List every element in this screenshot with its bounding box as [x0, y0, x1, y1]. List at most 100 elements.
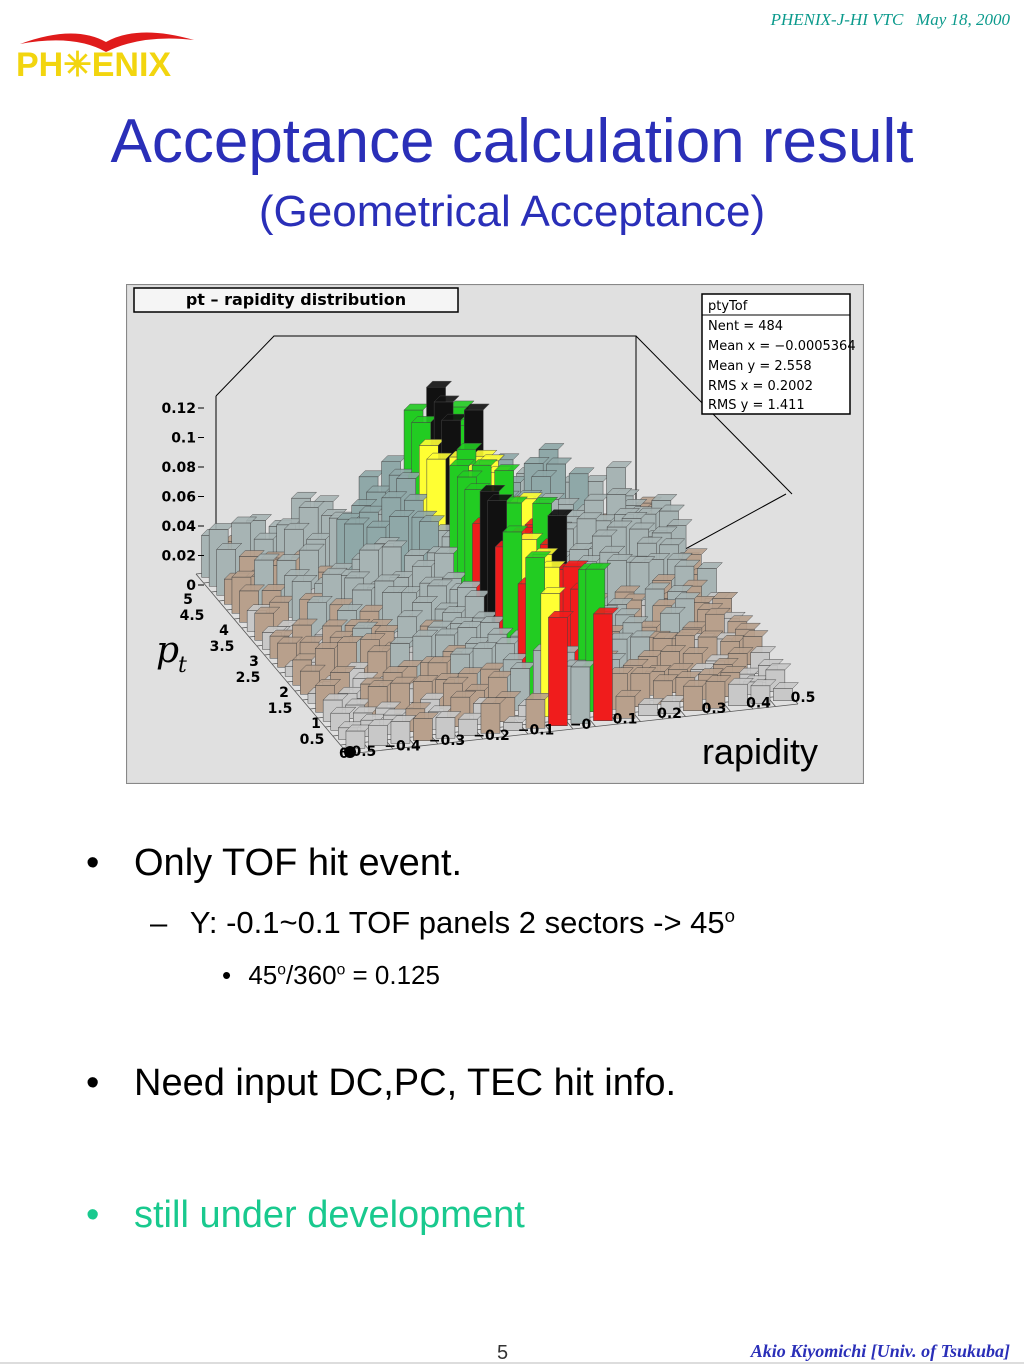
lego-bar-top [682, 647, 709, 654]
lego-bar-top [651, 526, 678, 534]
lego-bar-top [479, 485, 506, 492]
lego-bar-top [622, 616, 649, 624]
z-tick-label: 0.04 [161, 519, 196, 535]
lego-bar-top [705, 675, 732, 682]
pt-tick-label: 1.5 [268, 701, 293, 717]
lego-bar-top [487, 494, 514, 501]
bullet-dot: • [86, 1194, 100, 1236]
lego-bar-top [404, 549, 431, 556]
lego-bar-top [659, 538, 686, 546]
lego-bar-top [576, 512, 603, 520]
lego-bar-top [667, 585, 694, 592]
lego-bar-top [697, 630, 724, 638]
dash-marker: – [150, 905, 168, 941]
lego-bar-top [568, 467, 595, 475]
bullet-dot: • [86, 842, 100, 884]
lego-bar-top [525, 551, 552, 558]
lego-bar-top [442, 676, 469, 684]
lego-bar-top [449, 459, 476, 466]
lego-bar-top [765, 663, 792, 671]
lego-bar [773, 688, 793, 702]
lego-bar-top [614, 608, 641, 616]
lego-bar-top [495, 691, 522, 698]
ratio-part-a: 45 [248, 960, 278, 990]
lego-bar-top [463, 403, 490, 411]
rapidity-tick-label: 0.4 [746, 695, 771, 711]
lego-bar-top [283, 522, 310, 530]
lego-bar-top [374, 574, 401, 582]
pt-tick-label: 2.5 [236, 670, 261, 686]
lego-bar-top [337, 635, 364, 643]
lego-bar-top [562, 560, 589, 568]
lego-bar-top [750, 679, 777, 687]
lego-bar-top [652, 674, 679, 682]
stats-line-nent: Nent = 484 [708, 319, 783, 334]
lego-bar-top [651, 494, 678, 501]
z-tick-label: 0.12 [161, 401, 196, 417]
sub-bullet-1: – Y: -0.1~0.1 TOF panels 2 sectors -> 45… [150, 905, 735, 941]
lego-bar-top [418, 515, 446, 522]
lego-bar-top [644, 582, 671, 590]
footer-divider [0, 1362, 1024, 1364]
lego-bar-top [546, 457, 573, 465]
lego-bar-top [322, 693, 349, 701]
pt-tick-label: 3 [249, 654, 259, 670]
lego-bar-top [426, 452, 453, 460]
lego-bar-top [606, 488, 633, 495]
lego-bar-top [727, 647, 754, 654]
lego-bar-top [531, 470, 558, 477]
lego-bar-top [622, 659, 649, 666]
stats-name: ptyTof [708, 299, 748, 314]
lego-bar-top [704, 607, 731, 615]
lego-bar-top [425, 380, 453, 388]
lego-bar-top [450, 690, 477, 698]
lego-bar [548, 617, 568, 726]
lego-bar-top [231, 516, 258, 524]
lego-bar-top [351, 499, 378, 506]
pt-tick-label: 5 [183, 592, 193, 608]
lego-bar-top [411, 596, 439, 603]
lego-bar-top [412, 629, 439, 637]
lego-plot-figure: pt – rapidity distribution ptyTof Nent =… [125, 283, 865, 785]
lego-bar-top [216, 543, 243, 550]
lego-bar-top [720, 666, 747, 673]
lego-bar-top [426, 579, 454, 587]
lego-bar-top [637, 698, 665, 705]
lego-bar-top [599, 545, 626, 553]
lego-bar-top [636, 536, 663, 544]
degree-symbol: o [724, 905, 735, 926]
lego-bar-top [615, 689, 642, 697]
lego-bar-top [630, 667, 657, 674]
footer-author: Akio Kiyomichi [Univ. of Tsukuba] [750, 1341, 1010, 1361]
lego-bar-top [674, 559, 701, 567]
z-tick-label: 0 [186, 578, 196, 594]
stats-line-meany: Mean y = 2.558 [708, 359, 812, 374]
lego-bar-top [675, 671, 702, 678]
lego-bar-top [238, 550, 265, 557]
lego-bar-top [605, 461, 633, 468]
pt-tick-label: 4 [219, 623, 229, 639]
lego-bar-top [352, 621, 379, 629]
lego-bar-top [390, 676, 417, 684]
stats-line-meanx: Mean x = −0.0005364 [708, 339, 856, 354]
lego-bar-top [629, 522, 656, 530]
lego-bar-top [321, 567, 348, 575]
lego-bar-top [727, 615, 754, 623]
z-tick-label: 0.02 [161, 549, 196, 565]
phoenix-logo-icon: PH✳ENIX [16, 32, 194, 84]
lego-bar-top [456, 470, 483, 478]
lego-bar-top [666, 552, 693, 560]
lego-bar-top [412, 712, 440, 719]
lego-bar [683, 685, 703, 712]
lego-bar-top [330, 706, 357, 714]
lego-bar-top [629, 556, 656, 563]
slide-title: Acceptance calculation result [110, 107, 914, 176]
lego-bar-top [621, 512, 648, 519]
rapidity-tick-label: 0.5 [791, 690, 816, 706]
lego-bar-top [314, 679, 342, 686]
lego-bar-top [591, 529, 618, 537]
pt-tick-label: 0 [339, 746, 349, 762]
z-tick-label: 0.06 [161, 490, 196, 506]
lego-bar-top [291, 575, 318, 582]
rapidity-tick-label: −0.2 [473, 728, 510, 744]
